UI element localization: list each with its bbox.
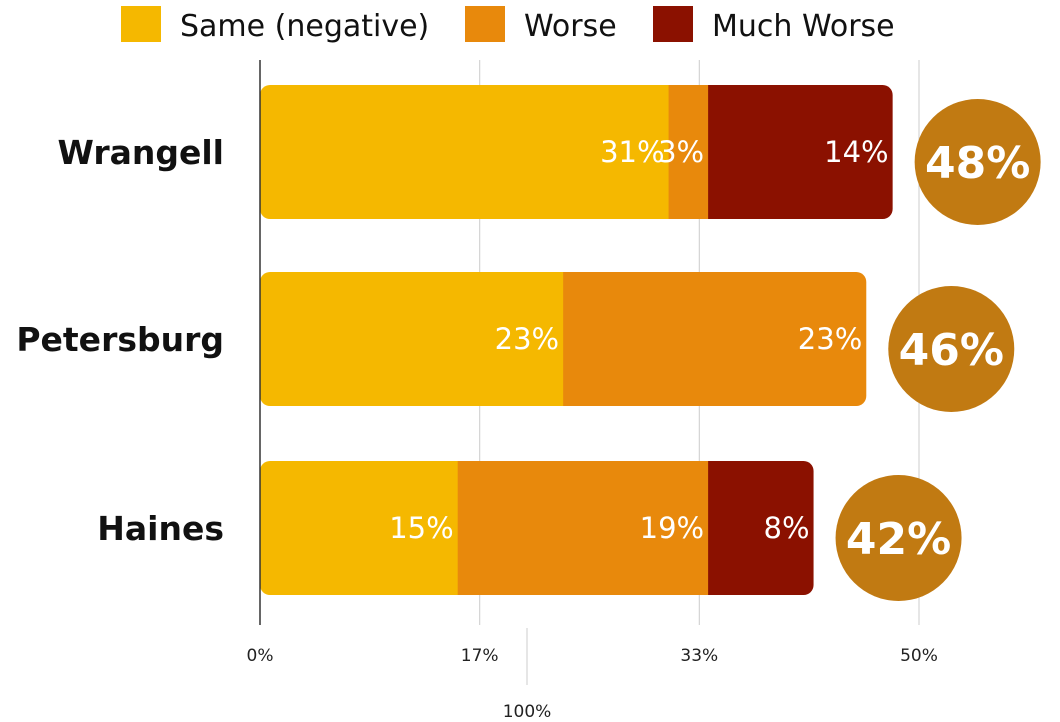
bar-segment-worse (457, 461, 709, 595)
bar-group-wrangell (260, 85, 893, 219)
bar-segment-worse (668, 85, 709, 219)
x-tick-label: 0% (247, 646, 274, 666)
data-label: 8% (764, 511, 810, 545)
bar-group-petersburg (260, 272, 867, 406)
x-tick-label: 50% (900, 646, 938, 666)
axis: 0% 17% 33% 50% Wrangell Petersburg Haines (16, 60, 938, 666)
bar-segment-same-negative (260, 272, 564, 406)
bar-segment-same-negative (260, 461, 459, 595)
total-bubble (888, 286, 1015, 412)
legend-swatch-worse (465, 6, 505, 42)
data-label: 14% (824, 135, 888, 169)
legend-swatch-much-worse (653, 6, 693, 42)
bar-group-haines (260, 461, 814, 595)
total-label: 48% (925, 138, 1030, 189)
x-axis-title: 100% (503, 702, 552, 722)
legend-label: Worse (524, 9, 617, 44)
bar-segment-same-negative (260, 85, 670, 219)
legend-swatch-same-negative (121, 6, 161, 42)
data-label: 23% (798, 322, 862, 356)
total-bubble (914, 99, 1041, 225)
category-label: Wrangell (58, 133, 224, 172)
bar-segment-worse (563, 272, 867, 406)
data-label: 15% (389, 511, 453, 545)
data-label: 31% (600, 135, 664, 169)
bar-segment-much-worse (708, 461, 814, 595)
data-label: 23% (495, 322, 559, 356)
total-bubble (835, 475, 962, 601)
legend: Same (negative) Worse Much Worse (121, 6, 895, 44)
bars: 31%3% 14% 48% 23% 23% 46% 15% 19% 8% 42% (260, 85, 1041, 601)
data-label: 19% (640, 511, 704, 545)
x-tick-label: 17% (461, 646, 499, 666)
bar-segment-much-worse (708, 85, 893, 219)
legend-label: Much Worse (712, 9, 895, 44)
category-label: Petersburg (16, 320, 224, 359)
total-label: 46% (899, 325, 1004, 376)
x-tick-label: 33% (680, 646, 718, 666)
category-label: Haines (97, 509, 224, 548)
total-label: 42% (846, 514, 951, 565)
legend-label: Same (negative) (180, 9, 429, 44)
data-label: 3% (658, 135, 704, 169)
